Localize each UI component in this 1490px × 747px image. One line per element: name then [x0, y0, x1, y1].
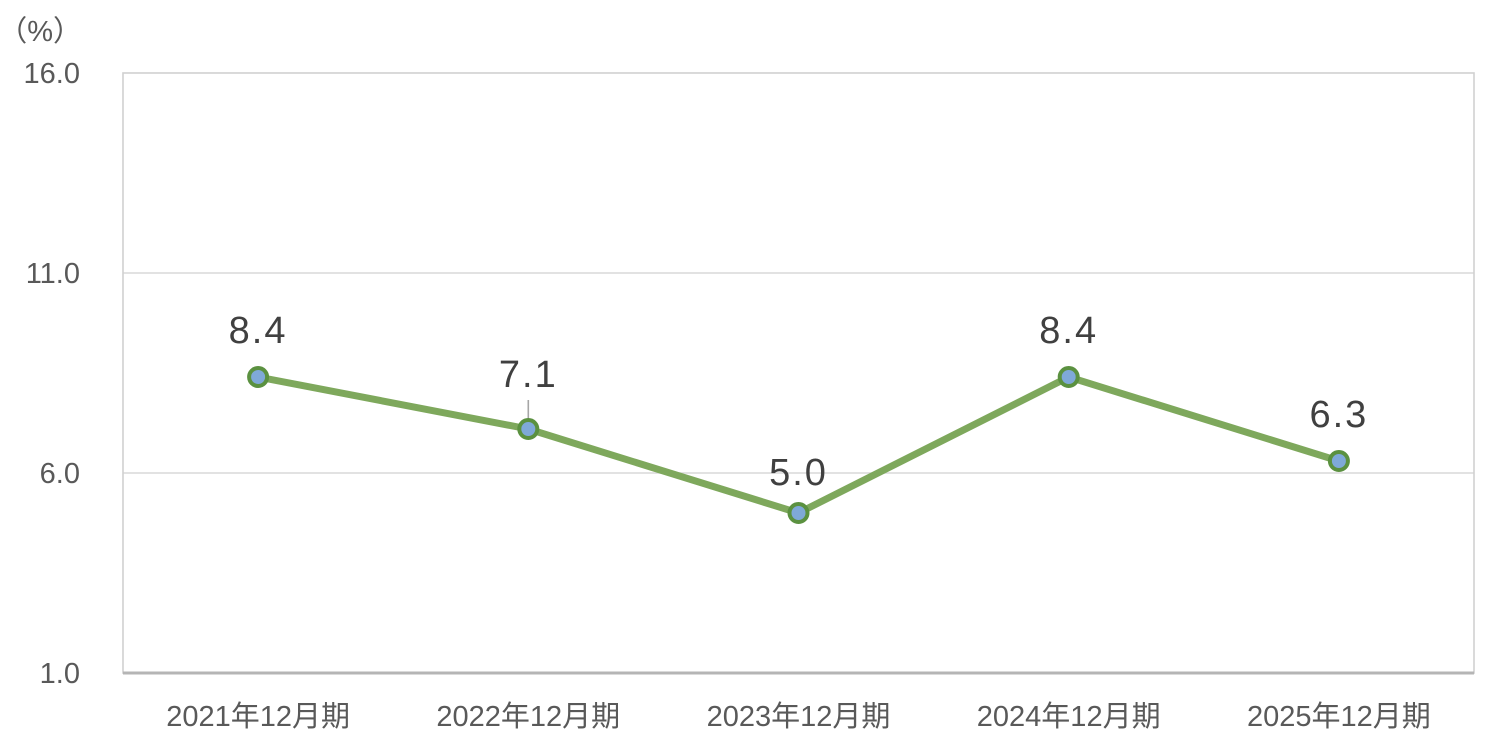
data-point-label: 8.4 — [229, 310, 288, 352]
data-point-marker — [247, 366, 270, 388]
data-point-marker — [517, 418, 540, 440]
data-point-marker — [787, 502, 810, 524]
x-axis-category-label: 2025年12月期 — [1247, 700, 1431, 733]
x-axis-category-label: 2024年12月期 — [977, 700, 1161, 733]
y-axis-tick-label: 11.0 — [26, 258, 80, 290]
data-point-marker — [1057, 366, 1080, 388]
y-axis-unit-label: （%） — [0, 16, 82, 48]
y-axis-tick-label: 6.0 — [40, 458, 80, 490]
data-point-label: 7.1 — [499, 354, 558, 396]
data-point-label: 6.3 — [1309, 394, 1368, 436]
x-axis-category-label: 2023年12月期 — [707, 700, 891, 733]
x-axis-category-label: 2021年12月期 — [166, 700, 350, 733]
x-axis-category-label: 2022年12月期 — [436, 700, 620, 733]
data-point-marker — [1327, 450, 1350, 472]
y-axis-tick-label: 1.0 — [40, 658, 80, 690]
data-point-label: 5.0 — [769, 452, 828, 494]
y-axis-tick-label: 16.0 — [24, 58, 80, 90]
data-point-label: 8.4 — [1039, 310, 1098, 352]
